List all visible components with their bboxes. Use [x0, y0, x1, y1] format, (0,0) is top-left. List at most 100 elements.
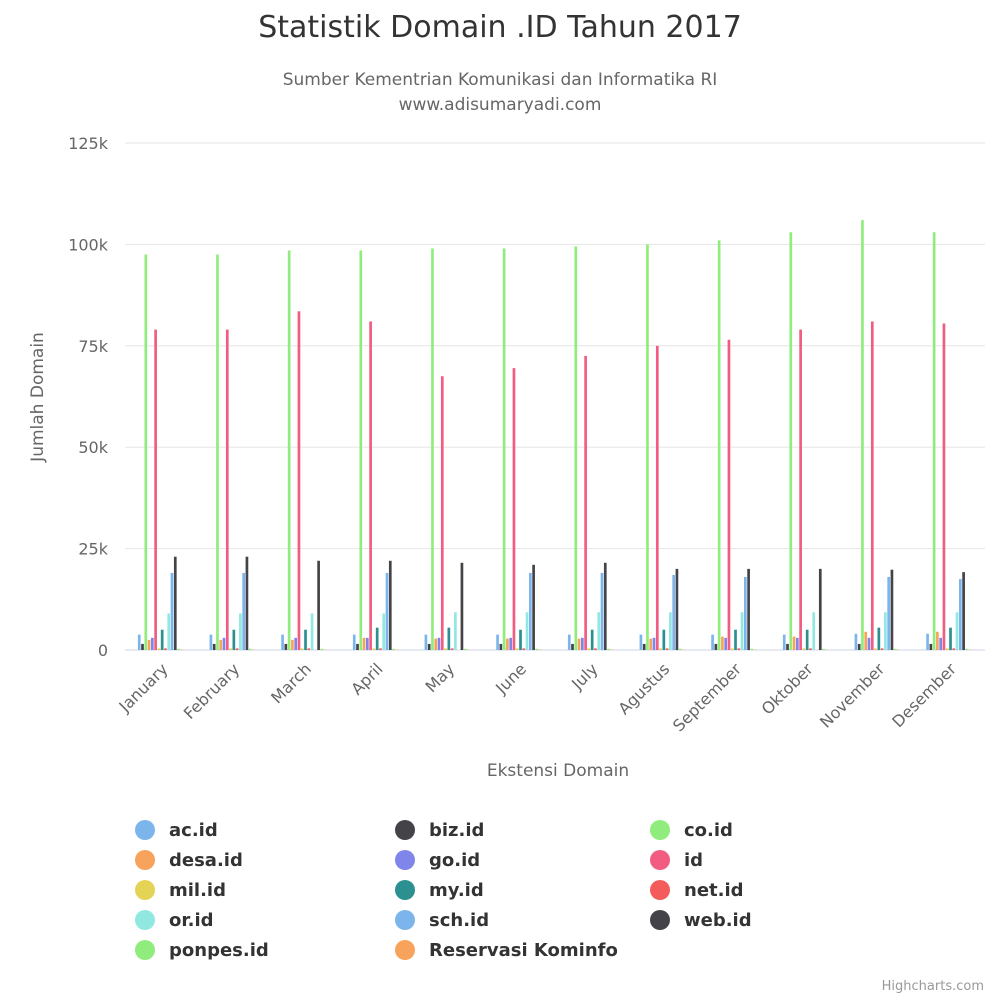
x-tick-label: Desember: [888, 659, 960, 731]
bar: [382, 613, 386, 650]
bar: [366, 637, 369, 650]
bar: [857, 643, 861, 650]
bar: [822, 648, 825, 650]
bar: [454, 612, 457, 650]
bar: [574, 246, 578, 650]
bar: [802, 648, 806, 650]
bar: [320, 648, 324, 650]
bar: [854, 633, 858, 650]
x-tick-label: April: [347, 659, 386, 698]
legend-item[interactable]: mil.id: [135, 877, 226, 903]
legend-marker: [650, 820, 670, 840]
bar: [887, 576, 891, 650]
bar: [734, 629, 737, 650]
bar: [867, 637, 871, 650]
bar: [160, 629, 164, 650]
bar: [284, 643, 288, 650]
legend-item[interactable]: id: [650, 847, 703, 873]
bar: [747, 568, 750, 650]
legend-item[interactable]: go.id: [395, 847, 480, 873]
x-tick-label: Oktober: [758, 659, 817, 718]
bar: [932, 232, 936, 651]
bar: [463, 648, 467, 650]
legend-marker: [135, 910, 155, 930]
bar: [665, 648, 669, 650]
bar: [607, 648, 610, 650]
bar: [502, 248, 506, 650]
legend-label: go.id: [429, 849, 481, 871]
y-tick-label: 0: [98, 641, 108, 660]
legend-item[interactable]: or.id: [135, 907, 214, 933]
legend-item[interactable]: co.id: [650, 817, 733, 843]
bar: [219, 639, 223, 650]
bar: [437, 637, 441, 650]
bar: [300, 648, 304, 650]
bar: [962, 572, 965, 650]
bar: [652, 637, 656, 650]
bar: [818, 568, 822, 650]
bar: [512, 368, 516, 650]
bar: [431, 248, 434, 650]
bar: [239, 613, 242, 650]
legend-item[interactable]: desa.id: [135, 847, 243, 873]
bar: [750, 648, 754, 650]
legend-marker: [650, 910, 670, 930]
legend-item[interactable]: web.id: [650, 907, 752, 933]
bar: [877, 627, 881, 650]
bar: [294, 637, 298, 650]
bar: [356, 643, 359, 650]
bar: [594, 648, 597, 650]
bar: [884, 612, 887, 650]
legend-label: my.id: [429, 879, 484, 901]
bar: [662, 629, 666, 650]
bar: [965, 648, 969, 650]
bar: [216, 254, 219, 651]
bar: [392, 648, 395, 650]
bar: [522, 648, 526, 650]
x-axis-title: Ekstensi Domain: [487, 761, 629, 781]
bar: [245, 556, 249, 650]
bar: [721, 636, 724, 650]
bar: [297, 311, 301, 650]
bar: [861, 220, 864, 650]
legend-marker: [135, 880, 155, 900]
credits-link[interactable]: Highcharts.com: [881, 979, 984, 994]
legend-item[interactable]: biz.id: [395, 817, 484, 843]
legend-item[interactable]: net.id: [650, 877, 744, 903]
legend-item[interactable]: my.id: [395, 877, 484, 903]
bar: [151, 637, 154, 650]
y-axis-title: Jumlah Domain: [28, 332, 48, 463]
bar: [874, 648, 877, 650]
legend-marker: [135, 820, 155, 840]
bar: [317, 560, 320, 650]
bar: [600, 572, 604, 650]
bar: [955, 612, 959, 650]
bar: [949, 627, 952, 650]
bar: [352, 634, 356, 650]
legend-item[interactable]: Reservasi Kominfo: [395, 937, 618, 963]
bar: [792, 636, 796, 650]
legend-label: id: [684, 849, 704, 871]
legend-item[interactable]: sch.id: [395, 907, 489, 933]
bar: [137, 634, 141, 650]
bar: [242, 572, 246, 650]
legend-item[interactable]: ponpes.id: [135, 937, 269, 963]
bar: [307, 648, 311, 650]
bar: [880, 648, 884, 650]
bar: [310, 613, 314, 650]
legend-label: ac.id: [169, 819, 218, 841]
x-tick-label: June: [491, 659, 530, 698]
chart-title: Statistik Domain .ID Tahun 2017: [258, 10, 742, 45]
bar: [434, 638, 438, 650]
bar: [649, 638, 653, 650]
bar: [440, 376, 444, 650]
bar: [499, 643, 503, 650]
legend-label: or.id: [169, 909, 214, 931]
bar: [170, 572, 174, 650]
legend-item[interactable]: ac.id: [135, 817, 218, 843]
legend-label: co.id: [684, 819, 733, 841]
bar: [362, 637, 366, 650]
bar: [744, 576, 747, 650]
bar: [359, 250, 363, 651]
bar: [939, 637, 943, 650]
